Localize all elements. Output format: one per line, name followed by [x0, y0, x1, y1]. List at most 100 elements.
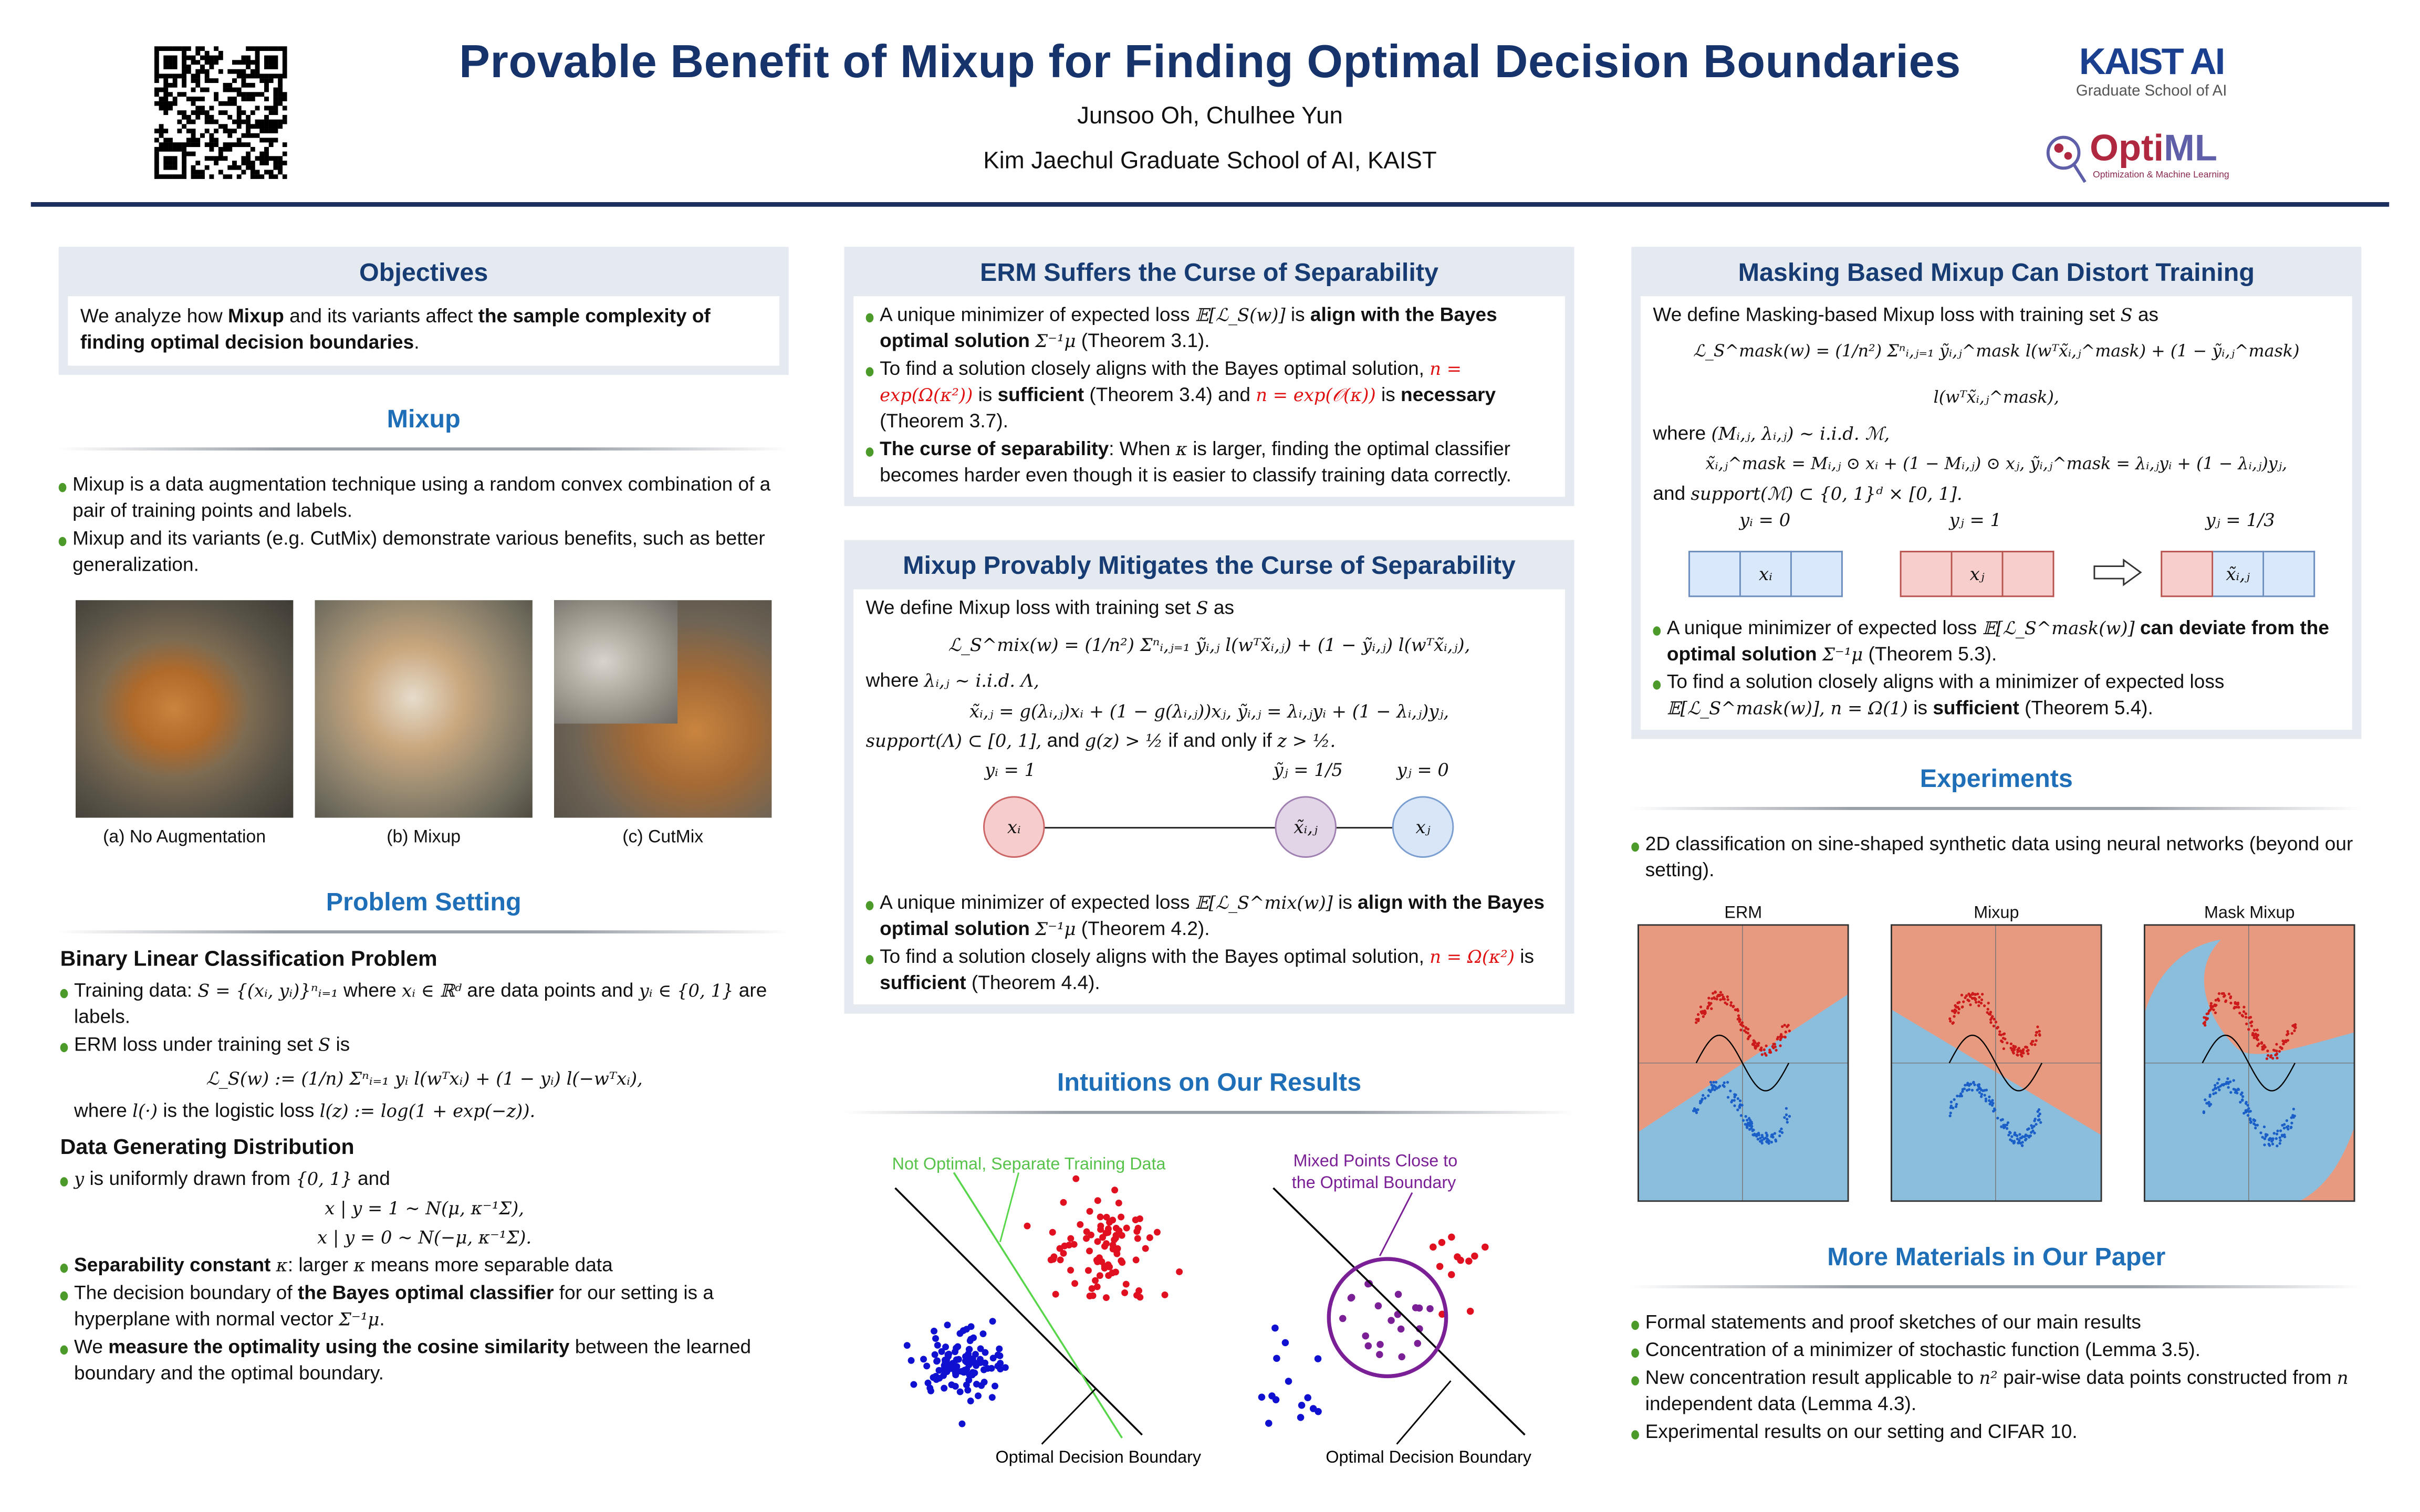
qr-module — [214, 78, 219, 83]
qr-module — [195, 174, 201, 179]
arrow-label-left — [999, 1172, 1020, 1243]
qr-module — [246, 151, 251, 156]
data-point-class1 — [1112, 1224, 1120, 1232]
text-segment: n² — [1979, 1367, 1998, 1389]
data-point-class1 — [2031, 1040, 2035, 1043]
data-point-class1 — [1965, 994, 1968, 998]
qr-module — [200, 97, 205, 101]
data-point-class0 — [1765, 1140, 1768, 1143]
qr-module — [159, 46, 164, 51]
data-point-class1 — [1134, 1235, 1141, 1242]
data-point-class1 — [1448, 1271, 1455, 1278]
data-point-class0 — [2239, 1100, 2242, 1104]
qr-module — [264, 138, 269, 143]
data-point-class1 — [2214, 1011, 2217, 1014]
data-point-class1 — [2001, 1040, 2004, 1044]
data-point-class1 — [1087, 1231, 1094, 1238]
qr-module — [282, 151, 287, 156]
qr-code[interactable] — [154, 46, 287, 179]
qr-module — [214, 92, 219, 97]
data-point-class0 — [2023, 1138, 2027, 1142]
data-point-class0 — [2010, 1135, 2014, 1138]
text-segment: the Bayes optimal classifier — [297, 1282, 554, 1304]
qr-module — [246, 133, 251, 138]
data-point-class0 — [1764, 1137, 1767, 1140]
section-divider — [1631, 1285, 2362, 1288]
data-point-class1 — [1729, 1001, 1733, 1004]
qr-module — [273, 60, 278, 65]
text-segment: New concentration result applicable to — [1645, 1367, 1979, 1389]
qr-module — [163, 129, 169, 133]
qr-module — [241, 133, 246, 138]
qr-module — [282, 114, 287, 120]
data-point-class0 — [1988, 1099, 1991, 1102]
qr-module — [232, 97, 237, 101]
data-point-class1 — [1112, 1234, 1119, 1242]
qr-module — [191, 74, 196, 79]
data-point-class1 — [1734, 1008, 1737, 1011]
region-class1 — [2143, 924, 2355, 1202]
qr-module — [250, 124, 255, 129]
qr-module — [182, 174, 187, 179]
qr-module — [209, 106, 214, 111]
data-point-class1 — [1121, 1289, 1129, 1296]
label-ytilde: ỹⱼ = 1/5 — [1273, 759, 1343, 781]
true-boundary-curve — [1695, 1034, 1790, 1091]
data-point-class1 — [1722, 995, 1725, 999]
qr-module — [182, 46, 187, 51]
qr-module — [223, 156, 228, 161]
data-point-class1 — [1989, 1018, 1993, 1021]
text-segment: Σ⁻¹μ — [1822, 643, 1863, 665]
data-point-class1 — [1118, 1232, 1125, 1239]
qr-module — [246, 156, 251, 161]
qr-module — [168, 55, 173, 60]
qr-module — [214, 129, 219, 133]
qr-module — [259, 129, 265, 133]
data-point-class1 — [2252, 1028, 2256, 1032]
data-point-class0 — [2000, 1125, 2003, 1128]
qr-module — [273, 92, 278, 97]
data-point-class0 — [2226, 1077, 2229, 1080]
data-point-class0 — [1956, 1094, 1959, 1098]
qr-module — [255, 65, 260, 69]
data-point-class0 — [1953, 1098, 1956, 1101]
data-point-mixed — [1362, 1332, 1369, 1340]
data-point-class1 — [1072, 1175, 1080, 1182]
qr-module — [264, 78, 269, 83]
qr-module — [177, 74, 182, 79]
data-point-class0 — [955, 1356, 962, 1363]
text-segment: We — [74, 1336, 109, 1358]
qr-module — [204, 60, 210, 65]
data-point-class0 — [2246, 1104, 2249, 1107]
qr-module — [246, 142, 251, 148]
qr-module — [163, 55, 169, 60]
data-point-class0 — [2278, 1136, 2281, 1139]
qr-module — [195, 69, 201, 74]
kaist-logo-sub: Graduate School of AI — [2075, 83, 2227, 101]
cell-xi: xᵢ — [1740, 551, 1792, 597]
qr-module — [236, 87, 242, 92]
qr-module — [264, 161, 269, 165]
data-point-class1 — [1097, 1213, 1104, 1221]
list-item: Mixup and its variants (e.g. CutMix) dem… — [58, 526, 789, 579]
data-point-class1 — [1106, 1263, 1113, 1270]
qr-module — [182, 170, 187, 175]
plot-erm — [1637, 924, 1849, 1202]
data-point-class0 — [1741, 1119, 1745, 1122]
qr-module — [218, 101, 223, 106]
data-point-class1 — [1969, 1003, 1972, 1006]
qr-module — [246, 65, 251, 69]
materials-bullets: Formal statements and proof sketches of … — [1631, 1310, 2361, 1446]
data-point-class0 — [2241, 1099, 2244, 1102]
data-point-class1 — [2215, 1003, 2218, 1007]
plot-mixup — [1891, 924, 2102, 1202]
data-point-class0 — [924, 1379, 932, 1387]
text-segment: To find a solution closely aligns with t… — [880, 358, 1430, 380]
list-item: A unique minimizer of expected loss 𝔼[ℒ_… — [1653, 616, 2340, 668]
data-point-class1 — [2260, 1041, 2263, 1044]
qr-module — [154, 101, 159, 106]
data-point-class0 — [2279, 1139, 2282, 1142]
qr-module — [154, 65, 159, 69]
text-segment: λᵢ,ⱼ ~ i.i.d. Λ, — [924, 669, 1039, 691]
data-point-class1 — [2262, 1047, 2265, 1051]
